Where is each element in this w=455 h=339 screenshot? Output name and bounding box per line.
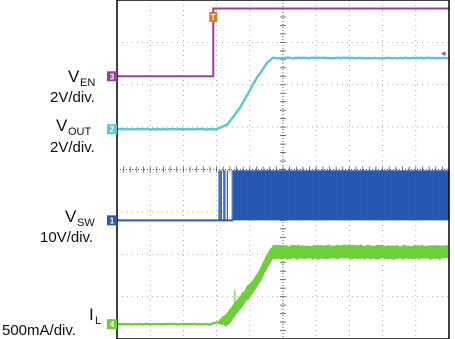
channel-markers: 3 2 1 4 T ◂ (107, 12, 446, 330)
ref-marker-right: ◂ (441, 49, 446, 59)
label-ven-scale: 2V/div. (50, 89, 95, 106)
label-il-scale: 500mA/div. (2, 322, 76, 339)
label-vsw-scale: 10V/div. (40, 229, 93, 246)
channel-marker-vout-box (107, 124, 117, 135)
trace-vout (116, 56, 450, 131)
trace-il-band (216, 244, 448, 328)
channel-marker-vsw-label: 1 (110, 216, 115, 225)
channel-marker-ven-box (107, 71, 117, 82)
label-vsw-main: V (65, 207, 77, 226)
label-vout-sub: OUT (68, 126, 92, 138)
channel-marker-vout-label: 2 (110, 125, 115, 134)
trigger-marker-label: T (211, 13, 216, 22)
label-il-main: I (89, 305, 94, 324)
label-vout-main: V (56, 116, 68, 135)
channel-marker-ven-label: 3 (110, 72, 115, 81)
label-vsw-sub: SW (77, 217, 95, 229)
trace-ven (117, 7, 449, 78)
label-il-sub: L (95, 315, 101, 327)
trigger-marker-box (209, 12, 218, 22)
label-il: I L 500mA/div. (2, 305, 101, 339)
channel-marker-il-box (107, 319, 117, 330)
label-vout-scale: 2V/div. (50, 139, 95, 156)
label-ven-sub: EN (80, 77, 95, 89)
channel-marker-vsw-box (107, 215, 117, 226)
label-ven-main: V (68, 67, 80, 86)
trace-il-baseline (116, 321, 217, 326)
label-ven: V EN 2V/div. (50, 67, 95, 106)
label-vsw: V SW 10V/div. (40, 207, 95, 246)
channel-marker-il-label: 4 (110, 320, 115, 329)
plot-frame (116, 0, 450, 339)
label-vout: V OUT 2V/div. (50, 116, 95, 156)
scope-traces (116, 7, 450, 328)
